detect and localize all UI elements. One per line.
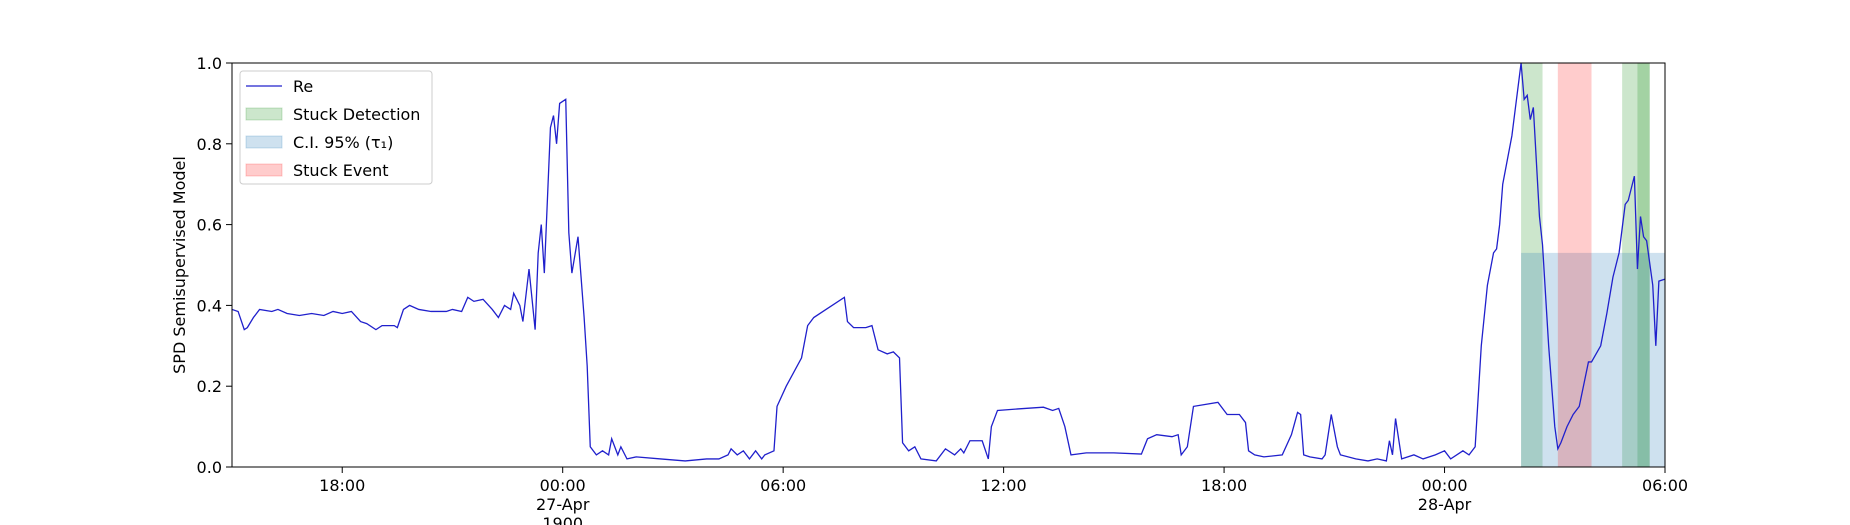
x-tick-label: 18:00 <box>319 476 365 495</box>
x-tick-label: 00:00 28-Apr <box>1418 476 1472 514</box>
legend-box <box>239 70 433 185</box>
legend-patch <box>245 135 283 149</box>
legend-patch <box>245 163 283 177</box>
y-tick-label: 0.2 <box>197 377 222 396</box>
x-tick-label: 18:00 <box>1201 476 1247 495</box>
y-tick-label: 0.0 <box>197 458 222 477</box>
y-tick-label: 0.6 <box>197 216 222 235</box>
legend-label: C.I. 95% (τ₁) <box>293 133 393 152</box>
y-tick-label: 0.4 <box>197 296 222 315</box>
legend-label: Stuck Detection <box>293 105 420 124</box>
span <box>1637 63 1650 467</box>
y-axis-label: SPD Semisupervised Model <box>170 156 189 374</box>
span <box>1622 63 1650 467</box>
y-tick-label: 0.8 <box>197 135 222 154</box>
legend-patch <box>245 107 283 121</box>
y-tick-label: 1.0 <box>197 54 222 73</box>
x-tick-label: 12:00 <box>981 476 1027 495</box>
x-tick-label: 00:00 27-Apr 1900 <box>536 476 590 525</box>
span <box>1557 63 1592 467</box>
x-tick-label: 06:00 <box>760 476 806 495</box>
plot-frame <box>231 62 1666 468</box>
line <box>231 62 1666 462</box>
legend-label: Re <box>293 77 313 96</box>
legend-label: Stuck Event <box>293 161 389 180</box>
x-tick-label: 06:00 <box>1642 476 1688 495</box>
